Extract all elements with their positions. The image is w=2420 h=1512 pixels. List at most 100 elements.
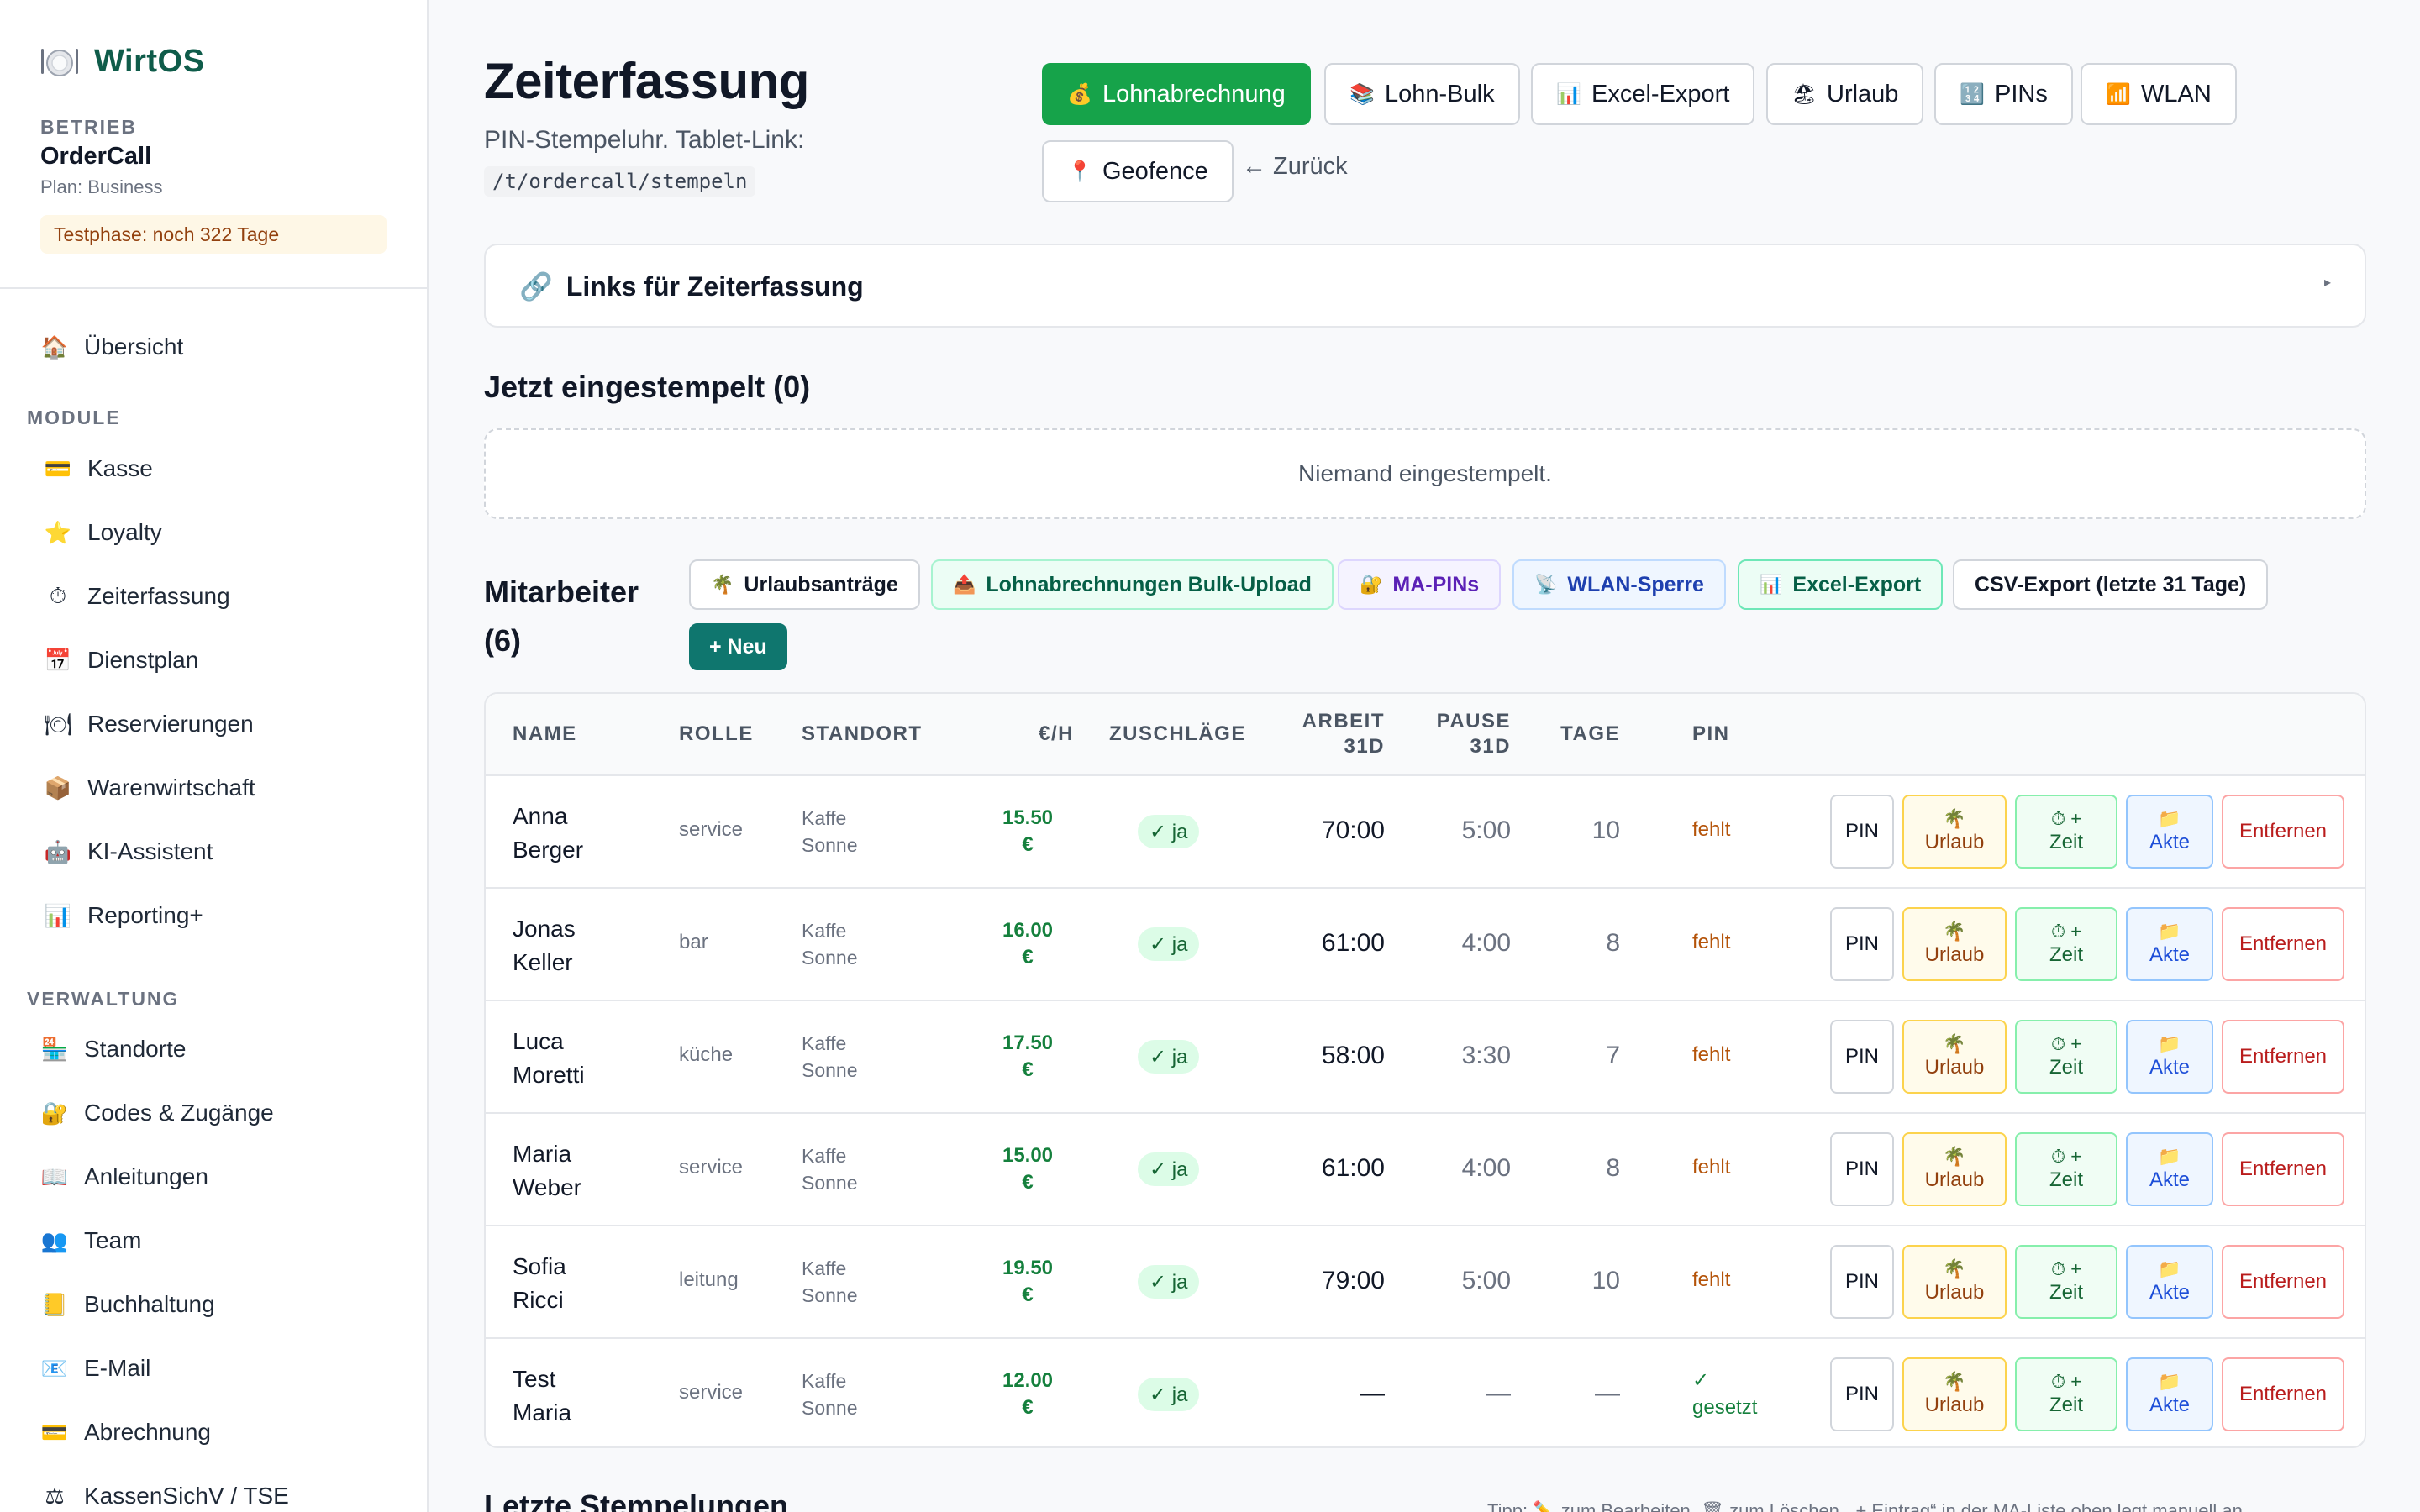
- table-row: Test Maria service Kaffe Sonne 12.00 € ✓ ja…: [486, 1337, 2365, 1446]
- sidebar-item-kassensichv[interactable]: ⚖ KassenSichV / TSE: [40, 1473, 289, 1512]
- employees-heading-line1: Mitarbeiter: [484, 575, 639, 609]
- work-hours: 70:00: [1321, 816, 1385, 844]
- sidebar-item-label: KassenSichV / TSE: [84, 1483, 289, 1509]
- set-pin-button[interactable]: PIN: [1830, 907, 1894, 981]
- add-time-button[interactable]: ⏱ + Zeit: [2015, 1245, 2118, 1319]
- employee-file-button[interactable]: 📁 Akte: [2126, 1245, 2213, 1319]
- employee-name[interactable]: Anna Berger: [513, 800, 630, 867]
- wlan-button[interactable]: 📶 WLAN: [2081, 63, 2237, 125]
- employee-name[interactable]: Luca Moretti: [513, 1025, 630, 1092]
- csv-export-chip[interactable]: CSV-Export (letzte 31 Tage): [1953, 559, 2269, 610]
- employee-name[interactable]: Maria Weber: [513, 1137, 630, 1205]
- table-row: Sofia Ricci leitung Kaffe Sonne 19.50 € ✓ j…: [486, 1225, 2365, 1337]
- recent-stamps-heading: Letzte Stempelungen: [484, 1488, 789, 1512]
- rate-currency: €: [1022, 1396, 1034, 1419]
- add-time-button[interactable]: ⏱ + Zeit: [2015, 907, 2118, 981]
- excel-export-chip[interactable]: 📊 Excel-Export: [1738, 559, 1944, 610]
- back-link[interactable]: ← Zurück: [1242, 153, 1348, 180]
- employee-file-button[interactable]: 📁 Akte: [2126, 1357, 2213, 1431]
- sidebar-item-label: Kasse: [87, 455, 153, 481]
- payroll-bulk-upload-chip[interactable]: 📤 Lohnabrechnungen Bulk-Upload: [931, 559, 1334, 610]
- geofence-button[interactable]: 📍 Geofence: [1042, 140, 1234, 202]
- remove-employee-button[interactable]: Entfernen: [2222, 1357, 2344, 1431]
- pause-hours: 5:00: [1461, 816, 1511, 844]
- sidebar-item-warenwirtschaft[interactable]: 📦 Warenwirtschaft: [44, 764, 255, 811]
- wlan-lock-chip[interactable]: 📡 WLAN-Sperre: [1512, 559, 1726, 610]
- site-line2: Sonne: [802, 834, 858, 856]
- remove-employee-button[interactable]: Entfernen: [2222, 1245, 2344, 1319]
- leave-button[interactable]: 🌴 Urlaub: [1902, 907, 2007, 981]
- employees-table: NAME ROLLE STANDORT €/H ZUSCHLÄGE ARBEIT…: [484, 692, 2366, 1448]
- sidebar-item-label: Dienstplan: [87, 647, 199, 673]
- employee-name[interactable]: Test Maria: [513, 1362, 630, 1430]
- employee-name[interactable]: Jonas Keller: [513, 912, 630, 979]
- sidebar-item-email[interactable]: 📧 E-Mail: [40, 1345, 151, 1392]
- sidebar-item-kasse[interactable]: 💳 Kasse: [44, 445, 153, 492]
- bar-chart-icon: 📊: [1760, 574, 1783, 595]
- employee-file-button[interactable]: 📁 Akte: [2126, 795, 2213, 869]
- set-pin-button[interactable]: PIN: [1830, 1020, 1894, 1094]
- palm-tree-icon: 🌴: [711, 574, 734, 595]
- payroll-button[interactable]: 💰 Lohnabrechnung: [1042, 63, 1311, 125]
- leave-button[interactable]: 🌴 Urlaub: [1902, 1132, 2007, 1206]
- set-pin-button[interactable]: PIN: [1830, 1132, 1894, 1206]
- employee-file-button[interactable]: 📁 Akte: [2126, 1132, 2213, 1206]
- leave-button[interactable]: 🌴 Urlaub: [1902, 795, 2007, 869]
- sidebar-item-label: Zeiterfassung: [87, 583, 230, 609]
- excel-export-button[interactable]: 📊 Excel-Export: [1531, 63, 1755, 125]
- leave-button[interactable]: 🌴 Urlaub: [1902, 1245, 2007, 1319]
- links-card[interactable]: 🔗 Links für Zeiterfassung ▸: [484, 244, 2366, 328]
- work-days: 10: [1591, 816, 1620, 844]
- remove-employee-button[interactable]: Entfernen: [2222, 907, 2344, 981]
- staff-pins-chip[interactable]: 🔐 MA-PINs: [1338, 559, 1502, 610]
- business-plan: Plan: Business: [40, 176, 163, 197]
- sidebar-item-zeiterfassung[interactable]: ⏱ Zeiterfassung: [44, 573, 230, 620]
- sidebar-item-anleitungen[interactable]: 📖 Anleitungen: [40, 1153, 208, 1200]
- leave-requests-chip[interactable]: 🌴 Urlaubsanträge: [689, 559, 920, 610]
- sidebar-item-buchhaltung[interactable]: 📒 Buchhaltung: [40, 1281, 215, 1328]
- employee-role: leitung: [679, 1268, 739, 1291]
- remove-employee-button[interactable]: Entfernen: [2222, 795, 2344, 869]
- add-time-button[interactable]: ⏱ + Zeit: [2015, 795, 2118, 869]
- sidebar-item-team[interactable]: 👥 Team: [40, 1217, 142, 1264]
- col-days: TAGE: [1560, 722, 1620, 745]
- employee-file-button[interactable]: 📁 Akte: [2126, 907, 2213, 981]
- pins-button[interactable]: 🔢 PINs: [1934, 63, 2073, 125]
- button-label: Geofence: [1102, 157, 1208, 185]
- surcharge-badge: ✓ ja: [1138, 1378, 1200, 1411]
- employee-file-button[interactable]: 📁 Akte: [2126, 1020, 2213, 1094]
- sidebar-item-ki-assistent[interactable]: 🤖 KI-Assistent: [44, 828, 213, 875]
- sidebar-item-reporting[interactable]: 📊 Reporting+: [44, 892, 203, 939]
- set-pin-button[interactable]: PIN: [1830, 795, 1894, 869]
- set-pin-button[interactable]: PIN: [1830, 1245, 1894, 1319]
- pin-status: fehlt: [1692, 1043, 1731, 1066]
- sidebar-item-abrechnung[interactable]: 💳 Abrechnung: [40, 1409, 211, 1456]
- vacation-button[interactable]: 🏖 Urlaub: [1766, 63, 1924, 125]
- new-employee-button[interactable]: + Neu: [689, 623, 787, 670]
- sidebar: WirtOS BETRIEB OrderCall Plan: Business …: [0, 0, 429, 1512]
- brand[interactable]: WirtOS: [39, 40, 204, 82]
- add-time-button[interactable]: ⏱ + Zeit: [2015, 1020, 2118, 1094]
- sidebar-item-loyalty[interactable]: ⭐ Loyalty: [44, 509, 162, 556]
- remove-employee-button[interactable]: Entfernen: [2222, 1020, 2344, 1094]
- sidebar-item-reservierungen[interactable]: 🍽 Reservierungen: [44, 701, 253, 748]
- tablet-link[interactable]: /t/ordercall/stempeln: [484, 166, 756, 197]
- sidebar-item-dienstplan[interactable]: 📅 Dienstplan: [44, 637, 199, 684]
- leave-button[interactable]: 🌴 Urlaub: [1902, 1357, 2007, 1431]
- sidebar-item-label: Reporting+: [87, 902, 203, 928]
- add-time-button[interactable]: ⏱ + Zeit: [2015, 1357, 2118, 1431]
- leave-button[interactable]: 🌴 Urlaub: [1902, 1020, 2007, 1094]
- sidebar-item-label: E-Mail: [84, 1355, 151, 1381]
- stopwatch-plus-icon: ⏱ +: [2050, 1033, 2082, 1054]
- trial-badge: Testphase: noch 322 Tage: [40, 215, 387, 254]
- sidebar-item-codes[interactable]: 🔐 Codes & Zugänge: [40, 1089, 274, 1137]
- set-pin-button[interactable]: PIN: [1830, 1357, 1894, 1431]
- chip-label: Excel-Export: [1792, 572, 1922, 596]
- sidebar-item-standorte[interactable]: 🏪 Standorte: [40, 1026, 187, 1073]
- add-time-button[interactable]: ⏱ + Zeit: [2015, 1132, 2118, 1206]
- remove-employee-button[interactable]: Entfernen: [2222, 1132, 2344, 1206]
- employee-name[interactable]: Sofia Ricci: [513, 1250, 630, 1317]
- button-label: Urlaub: [1827, 80, 1899, 108]
- payroll-bulk-button[interactable]: 📚 Lohn-Bulk: [1324, 63, 1520, 125]
- sidebar-item-overview[interactable]: 🏠 Übersicht: [40, 323, 183, 370]
